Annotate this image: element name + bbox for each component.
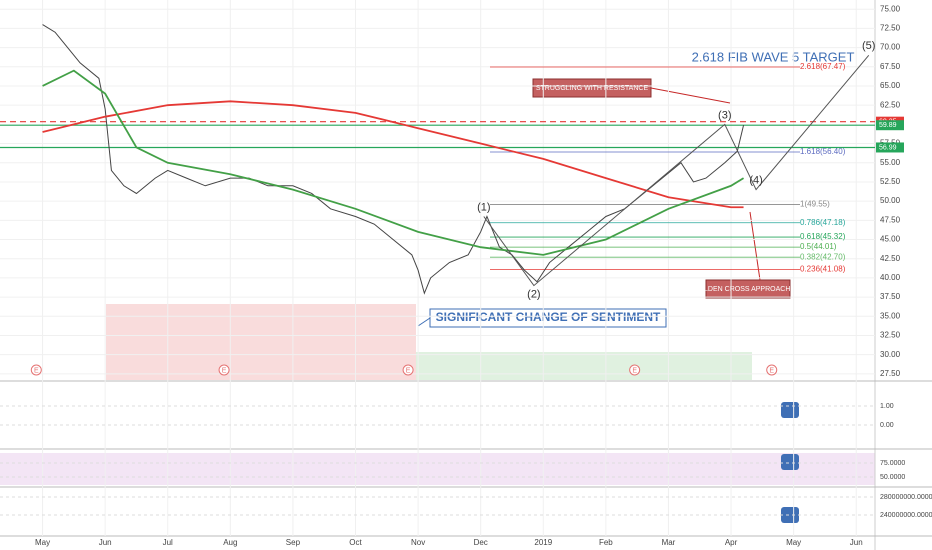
thumb-icon [781,402,799,418]
wave-label: (5) [862,40,875,52]
pane-tick-label: 50.0000 [880,474,905,481]
fib-label: 1.618(56.40) [800,147,846,156]
price-tag-label: 56.99 [879,144,897,151]
y-tick-label: 55.00 [880,158,901,167]
y-tick-label: 47.50 [880,215,901,224]
pane-tick-label: 75.0000 [880,460,905,467]
y-tick-label: 40.00 [880,273,901,282]
x-tick-label: Nov [411,538,425,547]
y-tick-label: 45.00 [880,235,901,244]
fib-label: 0.5(44.01) [800,242,837,251]
wave-label: (4) [749,175,762,187]
thumb-icon [781,507,799,523]
annotation: SIGNIFICANT CHANGE OF SENTIMENT [436,310,661,324]
annotation-box [705,279,791,299]
price-tag-label: 59.89 [879,122,897,129]
y-tick-label: 42.50 [880,254,901,263]
pane-tick-label: 1.00 [880,403,894,410]
y-tick-label: 75.00 [880,4,901,13]
earnings-label: E [769,367,774,374]
x-tick-label: Sep [286,538,301,547]
y-tick-label: 52.50 [880,177,901,186]
volume-zone [106,304,416,380]
x-tick-label: Jul [163,538,173,547]
y-tick-label: 72.50 [880,24,901,33]
x-tick-label: Apr [725,538,738,547]
y-tick-label: 50.00 [880,196,901,205]
x-tick-label: Jun [850,538,863,547]
earnings-marker [402,364,414,376]
earnings-label: E [632,367,637,374]
fib-label: 0.236(41.08) [800,265,846,274]
annotation-arrow [650,87,731,104]
wave-label: (3) [718,109,731,121]
wave-label: (1) [477,201,490,213]
y-tick-label: 62.50 [880,100,901,109]
earnings-label: E [406,367,411,374]
annotation-arrow [749,211,761,281]
annotation-arrow [417,317,431,327]
rsi-band [0,453,875,485]
earnings-marker [30,364,42,376]
y-tick-label: 70.00 [880,43,901,52]
chart-title: 2.618 FIB WAVE 5 TARGET [692,49,855,64]
x-tick-label: May [786,538,801,547]
y-tick-label: 30.00 [880,350,901,359]
wave-label: (2) [527,288,540,300]
x-tick-label: Mar [662,538,676,547]
earnings-marker [766,364,778,376]
earnings-label: E [222,367,227,374]
y-tick-label: 35.00 [880,311,901,320]
fib-label: 2.618(67.47) [800,62,846,71]
annotation: STRUGGLING WITH RESISTANCE [536,85,649,92]
fib-label: 0.382(42.70) [800,252,846,261]
x-tick-label: Dec [474,538,488,547]
thumb-icon [781,454,799,470]
earnings-marker [218,364,230,376]
annotation: GOLDEN CROSS APPROACHING [693,286,803,293]
y-tick-label: 67.50 [880,62,901,71]
x-tick-label: May [35,538,50,547]
volume-zone [416,352,752,380]
fib-label: 0.786(47.18) [800,218,846,227]
fib-label: 0.618(45.32) [800,232,846,241]
x-tick-label: Feb [599,538,613,547]
pane-tick-label: 0.00 [880,422,894,429]
x-tick-label: Oct [349,538,362,547]
pane-tick-label: 280000000.0000 [880,494,932,501]
wave-path [483,54,870,287]
price-tag [876,142,904,153]
x-tick-label: Jun [99,538,112,547]
y-tick-label: 32.50 [880,331,901,340]
pane-tick-label: 240000000.0000 [880,512,932,519]
series-line [42,100,744,209]
earnings-label: E [34,367,39,374]
y-tick-label: 27.50 [880,369,901,378]
price-tag [876,120,904,131]
fib-label: 1(49.55) [800,200,830,209]
y-tick-label: 65.00 [880,81,901,90]
series-line [42,69,745,256]
x-tick-label: 2019 [534,538,552,547]
earnings-marker [629,364,641,376]
x-tick-label: Aug [223,538,237,547]
y-tick-label: 37.50 [880,292,901,301]
